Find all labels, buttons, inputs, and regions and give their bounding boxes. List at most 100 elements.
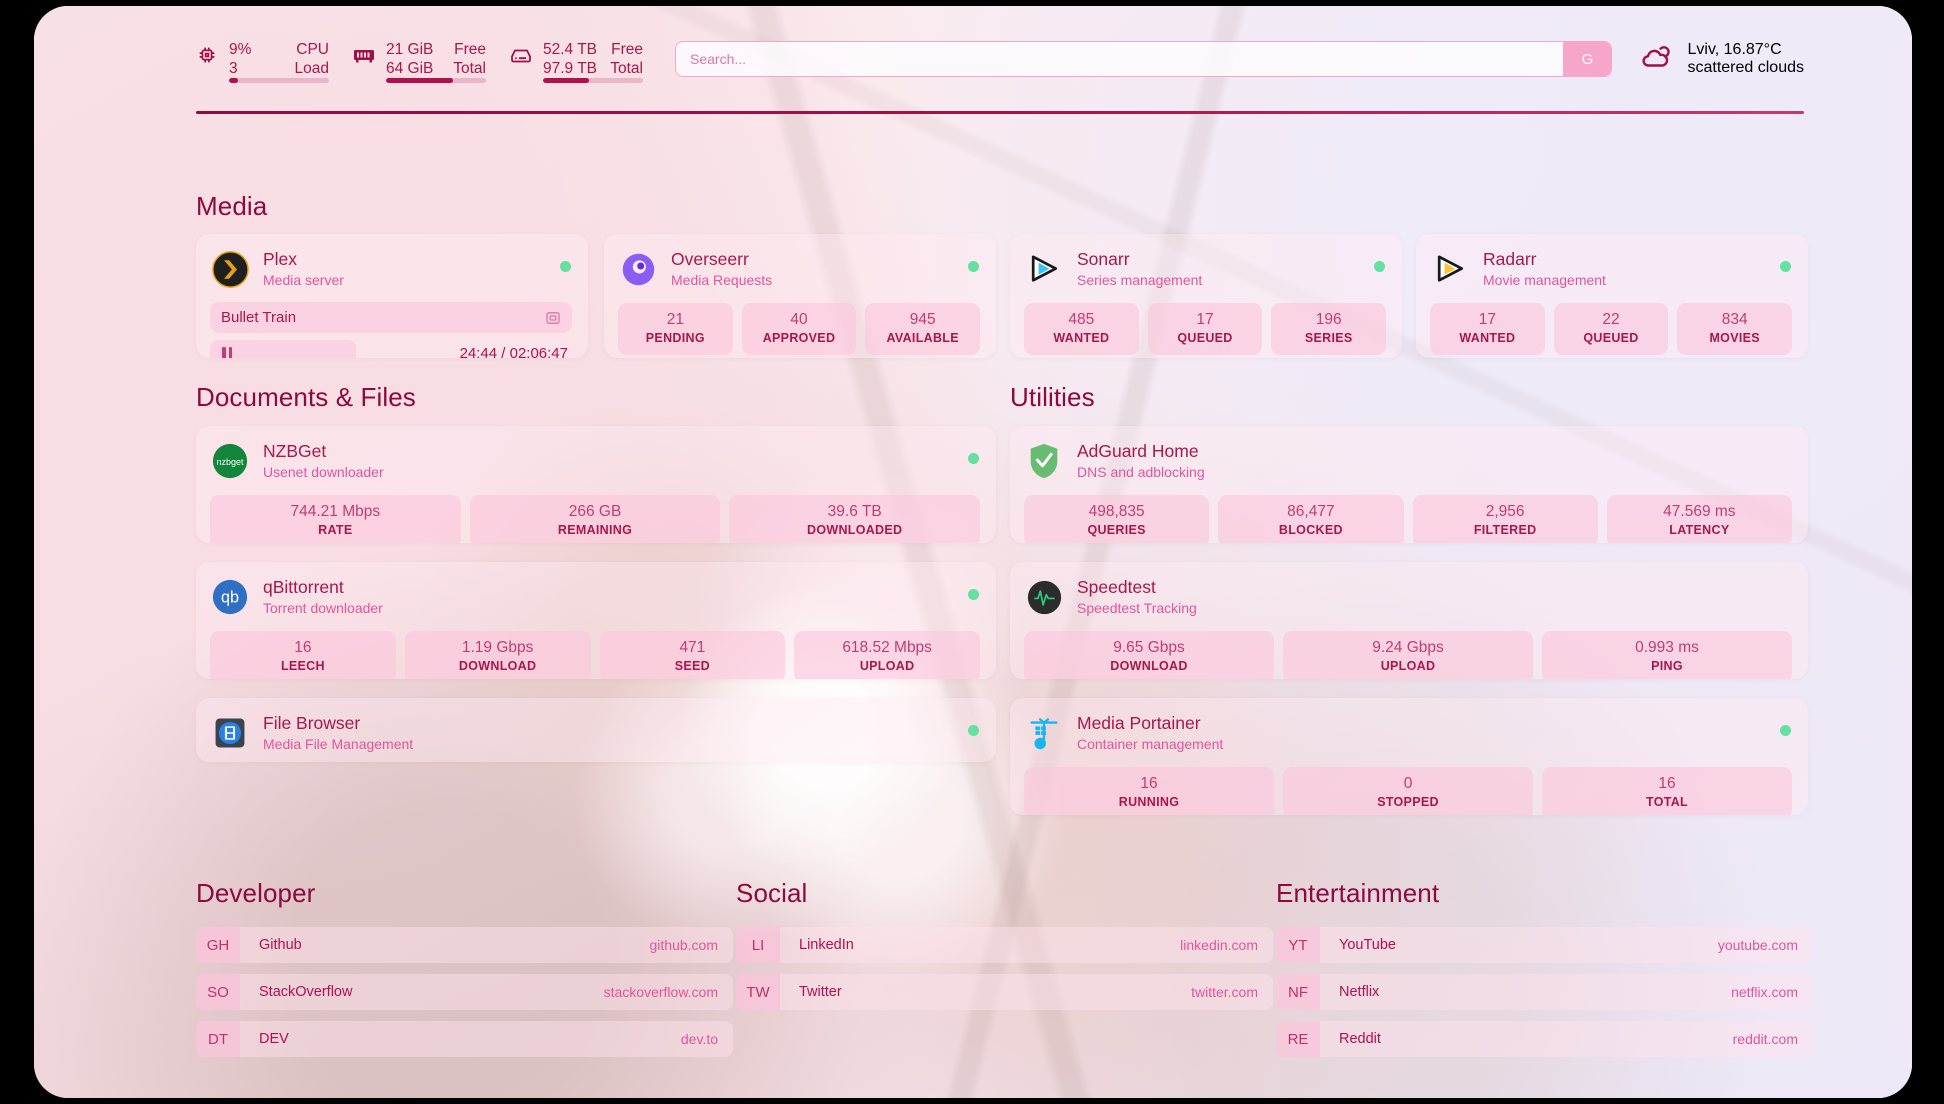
disk-label-bottom: Total (610, 60, 643, 77)
card-portainer[interactable]: Media Portainer Container management 16 … (1010, 698, 1808, 815)
stat-box: 471 SEED (599, 631, 786, 679)
plex-desc: Media server (263, 272, 344, 288)
weather-condition: scattered clouds (1687, 59, 1804, 76)
header-divider (196, 111, 1804, 114)
bookmark-name: Netflix (1339, 984, 1380, 1000)
memory-stat: 21 GiB 64 GiB Free Total (351, 40, 486, 83)
speedtest-desc: Speedtest Tracking (1077, 600, 1197, 616)
filebrowser-icon (210, 713, 250, 753)
qbittorrent-name: qBittorrent (263, 577, 344, 597)
radarr-status-dot (1780, 261, 1791, 272)
card-filebrowser[interactable]: File Browser Media File Management (196, 698, 996, 762)
list-item[interactable]: SO StackOverflow stackoverflow.com (196, 974, 733, 1010)
card-radarr[interactable]: Radarr Movie management 17 WANTED 22 QUE… (1416, 234, 1808, 358)
stat-value: 471 (679, 639, 706, 656)
speedtest-icon (1024, 577, 1064, 617)
card-sonarr[interactable]: Sonarr Series management 485 WANTED 17 Q… (1010, 234, 1402, 358)
adguard-name: AdGuard Home (1077, 441, 1199, 461)
stat-value: 0 (1403, 775, 1413, 792)
section-title-media: Media (196, 191, 268, 221)
bookmark-url: github.com (649, 937, 718, 953)
card-plex[interactable]: Plex Media server Bullet Train 24 (196, 234, 588, 358)
stat-box: 47.569 ms LATENCY (1606, 495, 1792, 543)
svg-text:qb: qb (221, 589, 239, 607)
section-title-documents: Documents & Files (196, 382, 416, 412)
search-engine-button[interactable]: G (1563, 42, 1612, 76)
card-adguard[interactable]: AdGuard Home DNS and adblocking 498,835 … (1010, 426, 1808, 543)
header-bar: 9% 3 CPU Load (194, 30, 1804, 88)
list-item[interactable]: YT YouTube youtube.com (1276, 927, 1813, 963)
bookmark-url: netflix.com (1731, 984, 1798, 1000)
bookmark-name: LinkedIn (799, 937, 854, 953)
svg-text:nzbget: nzbget (216, 457, 244, 467)
cpu-stat: 9% 3 CPU Load (194, 40, 329, 83)
speedtest-name: Speedtest (1077, 577, 1156, 597)
stat-label: PING (1651, 659, 1683, 673)
overseerr-status-dot (968, 261, 979, 272)
stat-box: 2,956 FILTERED (1412, 495, 1598, 543)
list-item[interactable]: RE Reddit reddit.com (1276, 1021, 1813, 1057)
stat-box: 16 TOTAL (1542, 767, 1792, 815)
bookmark-url: reddit.com (1732, 1031, 1798, 1047)
bookmark-group-title: Social (736, 878, 808, 908)
list-item[interactable]: GH Github github.com (196, 927, 733, 963)
stat-label: AVAILABLE (886, 331, 959, 345)
stat-value: 22 (1602, 311, 1620, 328)
search-bar[interactable]: G (675, 41, 1613, 77)
list-item[interactable]: DT DEV dev.to (196, 1021, 733, 1057)
nzbget-desc: Usenet downloader (263, 464, 384, 480)
weather-widget: Lviv, 16.87°C scattered clouds (1640, 41, 1804, 77)
stat-box: 16 RUNNING (1024, 767, 1274, 815)
adguard-shield-icon (1024, 441, 1064, 481)
card-qbittorrent[interactable]: qb qBittorrent Torrent downloader 16 LEE… (196, 562, 996, 679)
radarr-desc: Movie management (1483, 272, 1606, 288)
bookmark-group-developer: Developer GH Github github.com SO StackO… (196, 878, 733, 1068)
stat-label: DOWNLOADED (807, 523, 903, 537)
list-item[interactable]: NF Netflix netflix.com (1276, 974, 1813, 1010)
stat-value: 266 GB (568, 503, 622, 520)
bookmark-name: Twitter (799, 984, 842, 1000)
stat-label: WANTED (1053, 331, 1110, 345)
stat-box: 22 QUEUED (1553, 303, 1669, 355)
stat-value: 834 (1721, 311, 1748, 328)
stat-value: 498,835 (1088, 503, 1145, 520)
scattered-clouds-icon (1640, 44, 1674, 75)
bookmark-group-title: Entertainment (1276, 878, 1440, 908)
card-overseerr[interactable]: Overseerr Media Requests 21 PENDING 40 A… (604, 234, 996, 358)
pause-icon (222, 346, 232, 358)
search-input[interactable] (676, 42, 1564, 76)
list-item[interactable]: TW Twitter twitter.com (736, 974, 1273, 1010)
stat-value: 2,956 (1485, 503, 1525, 520)
bookmark-name: Github (259, 937, 302, 953)
plex-name: Plex (263, 249, 298, 269)
stat-box: 1.19 Gbps DOWNLOAD (404, 631, 591, 679)
stat-value: 1.19 Gbps (461, 639, 534, 656)
sonarr-desc: Series management (1077, 272, 1203, 288)
stat-value: 0.993 ms (1635, 639, 1699, 656)
stat-box: 834 MOVIES (1677, 303, 1793, 355)
portainer-status-dot (1780, 725, 1791, 736)
stat-value: 86,477 (1287, 503, 1335, 520)
card-speedtest[interactable]: Speedtest Speedtest Tracking 9.65 Gbps D… (1010, 562, 1808, 679)
disk-usage-bar (543, 78, 643, 83)
cast-icon[interactable] (545, 310, 561, 326)
disk-stat: 52.4 TB 97.9 TB Free Total (508, 40, 643, 83)
bookmark-abbr: GH (196, 927, 240, 963)
list-item[interactable]: LI LinkedIn linkedin.com (736, 927, 1273, 963)
bookmark-url: linkedin.com (1180, 937, 1258, 953)
adguard-desc: DNS and adblocking (1077, 464, 1205, 480)
portainer-icon (1024, 713, 1064, 753)
plex-pause-button[interactable] (210, 340, 356, 358)
card-nzbget[interactable]: nzbget NZBGet Usenet downloader 744.21 M… (196, 426, 996, 543)
bookmark-abbr: SO (196, 974, 240, 1010)
stat-value: 618.52 Mbps (842, 639, 932, 656)
memory-icon (351, 40, 377, 70)
bookmark-url: stackoverflow.com (603, 984, 718, 1000)
bookmark-abbr: YT (1276, 927, 1320, 963)
bookmark-abbr: DT (196, 1021, 240, 1057)
bookmark-name: Reddit (1339, 1031, 1381, 1047)
stat-label: STOPPED (1377, 795, 1439, 809)
bookmark-group-social: Social LI LinkedIn linkedin.com TW Twitt… (736, 878, 1273, 1021)
stat-label: DOWNLOAD (458, 659, 537, 673)
cpu-percent: 9% (229, 41, 252, 58)
